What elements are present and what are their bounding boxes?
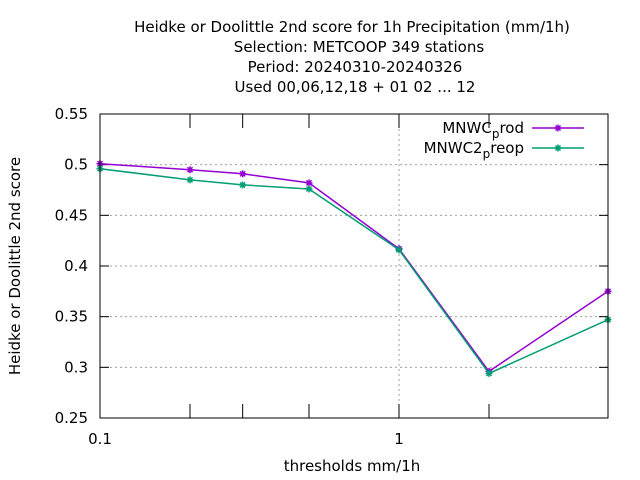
y-tick-label: 0.5 [64, 156, 88, 174]
y-tick-label: 0.3 [64, 358, 88, 376]
y-tick-label: 0.25 [55, 409, 88, 427]
data-point [395, 246, 403, 254]
data-point [305, 179, 313, 187]
axis-ticks: 0.25 0.3 0.35 0.4 0.45 0.5 0.55 0.1 1 [55, 105, 608, 448]
series-layer [96, 160, 612, 377]
data-point [305, 185, 313, 193]
legend-label: MNWC2preop [424, 139, 524, 161]
y-tick-label: 0.35 [55, 308, 88, 326]
legend-label: MNWCprod [442, 119, 524, 141]
plot-frame [99, 113, 609, 419]
series-line-mnwc-prod [99, 162, 609, 373]
y-axis-label: Heidke or Doolittle 2nd score [6, 157, 24, 375]
y-tick-label: 0.55 [55, 105, 88, 123]
title-line-3: Period: 20240310-20240326 [248, 58, 463, 76]
legend-marker [554, 124, 562, 132]
data-point [186, 176, 194, 184]
x-axis-label: thresholds mm/1h [284, 457, 421, 475]
legend-marker [554, 144, 562, 152]
y-tick-label: 0.4 [64, 257, 88, 275]
data-point [239, 170, 247, 178]
x-tick-label: 0.1 [88, 430, 112, 448]
grid [100, 114, 608, 418]
title-line-4: Used 00,06,12,18 + 01 02 ... 12 [235, 78, 476, 96]
data-point [186, 166, 194, 174]
chart-title: Heidke or Doolittle 2nd score for 1h Pre… [134, 18, 570, 96]
x-tick-label: 1 [394, 430, 404, 448]
y-tick-label: 0.45 [55, 206, 88, 224]
title-line-1: Heidke or Doolittle 2nd score for 1h Pre… [134, 18, 570, 36]
data-point [485, 369, 493, 377]
title-line-2: Selection: METCOOP 349 stations [234, 38, 485, 56]
data-point [239, 181, 247, 189]
